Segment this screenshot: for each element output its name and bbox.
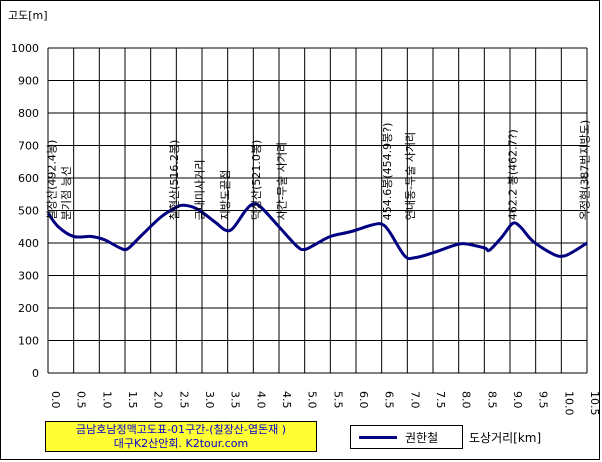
annotation-layer: 칠장산(492.4봉) 분기점 능선 칠현산(516.2봉) 금내미사거리 지방도끝점 덕… — [46, 120, 592, 220]
info-box-credit: 대구K2산안회. K2tour.com — [113, 437, 249, 450]
annotation-label: 지방도끝점 — [219, 170, 232, 221]
x-axis-title: 도상거리[km] — [469, 431, 542, 445]
annotation-label: 옥정현(387번지방도) — [578, 120, 591, 220]
legend-swatch — [359, 436, 397, 439]
y-tick-label: 400 — [18, 237, 39, 250]
annotation-label: 덕성산(521.0봉) — [250, 140, 263, 221]
x-tick-label: 5.5 — [331, 391, 344, 409]
x-tick-label: 8.0 — [460, 391, 473, 409]
series-layer — [46, 202, 588, 261]
x-tick-label: 10.5 — [588, 391, 601, 416]
x-tick-label: 0.0 — [49, 391, 62, 409]
chart-info-box: 금남호남정맥고도표-01구간-(칠장산-엽돈재 ) 대구K2산안회. K2tou… — [45, 421, 317, 452]
x-tick-label: 0.5 — [75, 391, 88, 409]
x-tick-label: 4.5 — [280, 391, 293, 409]
x-tick-label: 7.0 — [408, 391, 421, 409]
y-tick-labels: 0 100 200 300 400 500 600 700 800 900 1000 — [11, 42, 39, 380]
y-tick-label: 100 — [18, 335, 39, 348]
annotation-label: 칠장산(492.4봉) — [46, 140, 59, 221]
annotation-label: 칠현산(516.2봉) — [168, 140, 181, 221]
x-tick-label: 6.0 — [357, 391, 370, 409]
annotation-label: 연내동-무술 사거리 — [404, 132, 417, 220]
y-tick-label: 1000 — [11, 42, 39, 55]
x-tick-label: 3.0 — [203, 391, 216, 409]
x-tick-label: 2.0 — [152, 391, 165, 409]
x-tick-label: 9.0 — [511, 391, 524, 409]
x-tick-label: 8.5 — [485, 391, 498, 409]
x-tick-label: 5.0 — [306, 391, 319, 409]
x-tick-label: 9.5 — [537, 391, 550, 409]
y-tick-label: 300 — [18, 270, 39, 283]
x-tick-label: 1.0 — [100, 391, 113, 409]
y-tick-label: 700 — [18, 140, 39, 153]
series-line — [46, 202, 588, 261]
y-tick-label: 0 — [32, 367, 39, 380]
x-tick-label: 1.5 — [126, 391, 139, 409]
x-tick-labels: 0.0 0.5 1.0 1.5 2.0 2.5 3.0 3.5 4.0 4.5 5.0 5.5 6.0 6… — [49, 391, 601, 416]
y-tick-label: 500 — [18, 205, 39, 218]
grid-lines — [47, 47, 588, 374]
x-tick-label: 6.5 — [383, 391, 396, 409]
annotation-label: 금내미사거리 — [193, 160, 206, 221]
legend: 권한철 — [350, 425, 463, 449]
annotation-label: 분기점 능선 — [60, 166, 73, 220]
x-tick-label: 4.0 — [254, 391, 267, 409]
x-tick-label: 10.0 — [562, 391, 575, 416]
x-tick-label: 7.5 — [434, 391, 447, 409]
x-tick-label: 2.5 — [177, 391, 190, 409]
annotation-label: 454.6봉(454.9봉?) — [381, 123, 394, 221]
y-tick-label: 200 — [18, 302, 39, 315]
x-tick-label: 3.5 — [229, 391, 242, 409]
legend-label: 권한철 — [405, 431, 439, 445]
y-tick-label: 800 — [18, 107, 39, 120]
annotation-label: 462.2 봉(462.7?) — [507, 129, 520, 220]
annotation-label: 사간-무술 사거리 — [276, 142, 289, 220]
info-box-title: 금남호남정맥고도표-01구간-(칠장산-엽돈재 ) — [75, 423, 287, 436]
y-axis-title: 고도[m] — [8, 9, 48, 22]
y-tick-label: 600 — [18, 172, 39, 185]
y-tick-label: 900 — [18, 75, 39, 88]
